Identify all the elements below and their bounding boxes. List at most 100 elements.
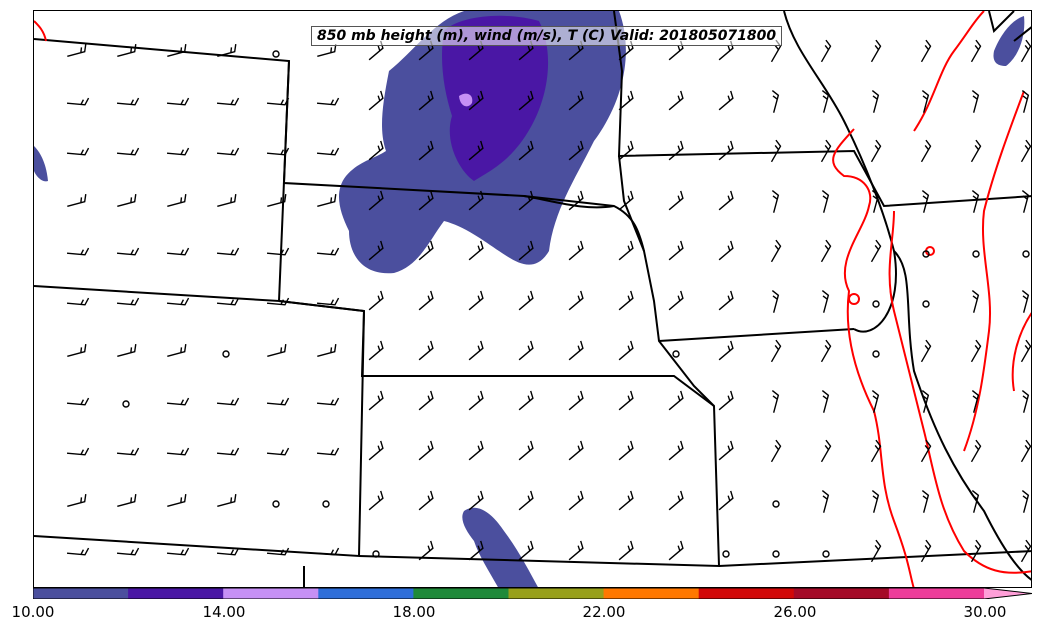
colorbar-label-30: 30.00 [963,603,1007,621]
wind-barb [870,439,882,463]
wind-barb [418,540,434,561]
wind-barb [518,440,534,461]
wind-barb [568,240,584,261]
wind-barb [821,190,830,213]
wind-barb [368,340,384,361]
colorbar-segment [33,588,129,599]
wind-barb [167,344,187,358]
state-boundaries [34,11,1031,587]
colorbar-label-18: 18.00 [392,603,436,621]
wind-barb [870,139,882,163]
wind-barb [166,247,190,256]
calm-wind-circle [122,400,130,408]
wind-barb [920,439,932,463]
wind-barb [116,97,140,106]
wind-barb [266,547,290,556]
wind-barb [317,44,337,58]
wind-barb [871,90,880,113]
wind-barb [116,147,140,156]
wind-barb [418,290,434,311]
shaded-region-west [34,146,48,182]
wind-barb [921,490,930,513]
colorbar-segment [413,588,509,599]
wind-barb [718,290,734,311]
wind-barb [718,340,734,361]
wind-barb [668,190,684,211]
wind-barb [718,490,734,511]
wind-barb [971,390,980,413]
wind-barb [668,240,684,261]
wind-barb [568,190,584,211]
wind-barb [216,97,240,106]
wind-barb [117,494,137,508]
wind-barb [870,539,882,563]
wind-barb [970,139,982,163]
wind-barb [1020,539,1031,563]
wind-barb [216,247,240,256]
wind-barb [771,290,780,313]
wind-barb [418,440,434,461]
wind-barb [1021,290,1030,313]
wind-barb [468,540,484,561]
wind-barb [718,90,734,111]
wind-barb [920,339,932,363]
wind-barb [618,190,634,211]
wind-barb [316,147,340,156]
wind-barb [66,547,90,556]
wind-barb [117,194,137,208]
wind-barb [368,240,384,261]
wind-barb [970,439,982,463]
wind-barb [317,194,337,208]
wind-barb [368,90,384,111]
wind-barb [66,447,90,456]
wind-barb [267,194,287,208]
wind-barb [368,190,384,211]
wind-barb [116,547,140,556]
wind-barb [66,97,90,106]
wind-barb [518,190,534,211]
calm-wind-circle [272,50,280,58]
wind-barb [568,540,584,561]
wind-barb [871,190,880,213]
wind-barb [267,344,287,358]
wind-barb [770,139,782,163]
wind-barb [920,539,932,563]
wind-barb [418,90,434,111]
wind-barb [668,440,684,461]
wind-barb [970,339,982,363]
wind-barb [66,297,90,306]
wind-barb [166,447,190,456]
wind-barb [418,490,434,511]
calm-wind-circle [872,350,880,358]
wind-barb [618,390,634,411]
calm-wind-circle [872,300,880,308]
wind-barb [718,140,734,161]
wind-barb [266,297,290,306]
calm-wind-circle [922,300,930,308]
wind-barb [66,147,90,156]
wind-barb [116,297,140,306]
wind-barb [821,490,830,513]
wind-barb [970,39,982,63]
wind-barb [468,240,484,261]
wind-barb [316,547,340,556]
map-panel: 850 mb height (m), wind (m/s), T (C) Val… [33,10,1032,588]
wind-barb [217,44,237,58]
wind-barb [920,139,932,163]
wind-barb [1020,139,1031,163]
wind-barb [167,44,187,58]
colorbar-segment [603,588,700,599]
wind-barb [217,494,237,508]
wind-barb [368,490,384,511]
wind-barb [1021,490,1030,513]
wind-barb [568,390,584,411]
wind-barb [568,440,584,461]
wind-barb [518,90,534,111]
wind-barb [771,190,780,213]
colorbar-segment [318,588,414,599]
wind-barb [67,344,87,358]
wind-barb [971,190,980,213]
wind-barb [418,240,434,261]
wind-barb [618,140,634,161]
wind-barb [618,440,634,461]
